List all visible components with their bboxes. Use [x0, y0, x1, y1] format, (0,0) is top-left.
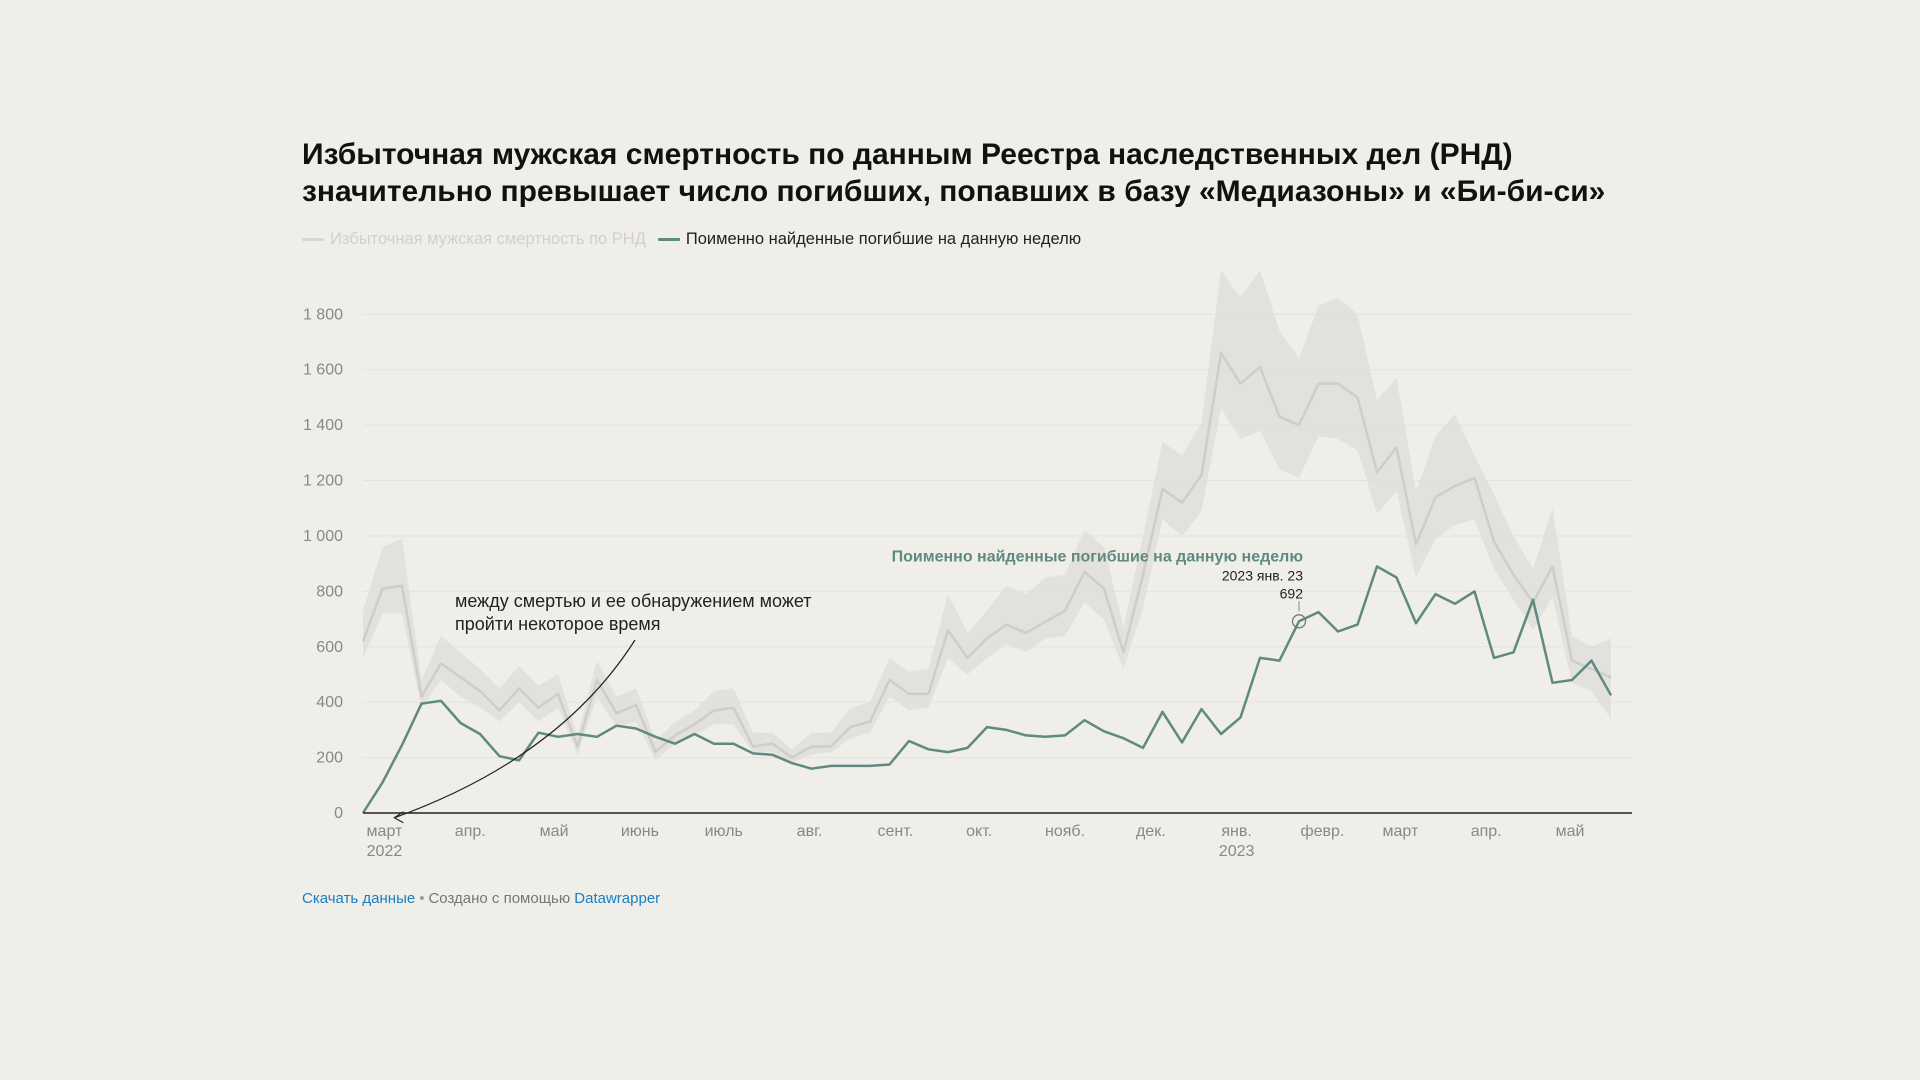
y-tick-label-1000: 1 000: [303, 528, 343, 545]
x-tick-year-10: 2023: [1219, 843, 1255, 860]
x-tick-label-4: июль: [705, 823, 743, 840]
y-tick-label-800: 800: [316, 583, 343, 600]
x-tick-label-13: апр.: [1471, 823, 1502, 840]
y-tick-label-0: 0: [334, 805, 343, 822]
named-deaths-line: [361, 565, 1613, 814]
y-tick-label-1800: 1 800: [303, 306, 343, 323]
x-tick-label-3: июнь: [621, 823, 659, 840]
chart-title: Избыточная мужская смертность по данным …: [302, 136, 1722, 210]
line-layer: [361, 351, 1613, 814]
footer: Скачать данные • Создано с помощью Datawra…: [302, 890, 660, 907]
highlight-date-label: 2023 янв. 23: [1222, 567, 1303, 583]
download-data-link[interactable]: Скачать данные: [302, 890, 416, 907]
x-tick-label-14: май: [1556, 823, 1585, 840]
y-tick-label-600: 600: [316, 639, 343, 656]
legend-label-named: Поименно найденные погибшие на данную не…: [685, 229, 1082, 248]
footer-separator: •: [419, 890, 425, 907]
y-tick-label-1600: 1 600: [303, 362, 343, 379]
axis-layer: 0 200 400 600 800 1 000 1 200 1 400 1 600 1 800 ма…: [303, 306, 1632, 860]
x-tick-label-9: дек.: [1136, 823, 1166, 840]
chart-title-line-2: значительно превышает число погибших, по…: [302, 175, 1606, 208]
excess-mortality-line: [361, 351, 1612, 759]
annotation-arrowhead: [393, 811, 404, 824]
x-tick-label-7: окт.: [966, 823, 992, 840]
legend-item-excess-mortality[interactable]: Избыточная мужская смертность по РНД: [302, 230, 646, 249]
excess-mortality-band: [363, 270, 1611, 764]
x-tick-year-0: 2022: [367, 843, 403, 860]
band-layer: [363, 270, 1611, 764]
annotation-text-line-1: между смертью и ее обнаружением может: [455, 591, 812, 611]
x-tick-label-8: нояб.: [1045, 823, 1085, 840]
legend-label-excess: Избыточная мужская смертность по РНД: [330, 229, 646, 248]
x-tick-label-1: апр.: [455, 823, 486, 840]
x-tick-label-6: сент.: [877, 823, 913, 840]
chart-title-line-1: Избыточная мужская смертность по данным …: [302, 138, 1513, 171]
x-tick-label-0: март: [367, 823, 403, 840]
y-tick-label-1400: 1 400: [303, 417, 343, 434]
highlight-point: [1291, 614, 1307, 629]
x-tick-label-11: февр.: [1300, 823, 1344, 840]
legend-swatch-excess: [302, 237, 324, 241]
x-tick-label-12: март: [1383, 823, 1419, 840]
x-tick-label-10: янв.: [1221, 823, 1251, 840]
x-tick-label-5: авг.: [797, 823, 823, 840]
y-tick-label-1200: 1 200: [303, 473, 343, 490]
annotation-text-line-2: пройти некоторое время: [455, 614, 661, 634]
annotation-layer: Поименно найденные погибшие на данную не…: [393, 548, 1307, 824]
datawrapper-link[interactable]: Datawrapper: [574, 890, 661, 907]
annotation-arrow: [394, 639, 636, 819]
y-tick-label-400: 400: [316, 694, 343, 711]
highlight-series-label: Поименно найденные погибшие на данную не…: [892, 548, 1304, 565]
legend-swatch-named: [657, 237, 680, 241]
y-tick-label-200: 200: [316, 750, 343, 767]
created-with-text: Создано с помощью: [428, 890, 571, 907]
legend-item-named-deaths[interactable]: Поименно найденные погибшие на данную не…: [657, 229, 1082, 249]
x-tick-label-2: май: [540, 823, 569, 840]
legend: Избыточная мужская смертность по РНД Пои…: [302, 228, 1093, 250]
highlight-value-label: 692: [1280, 585, 1304, 601]
